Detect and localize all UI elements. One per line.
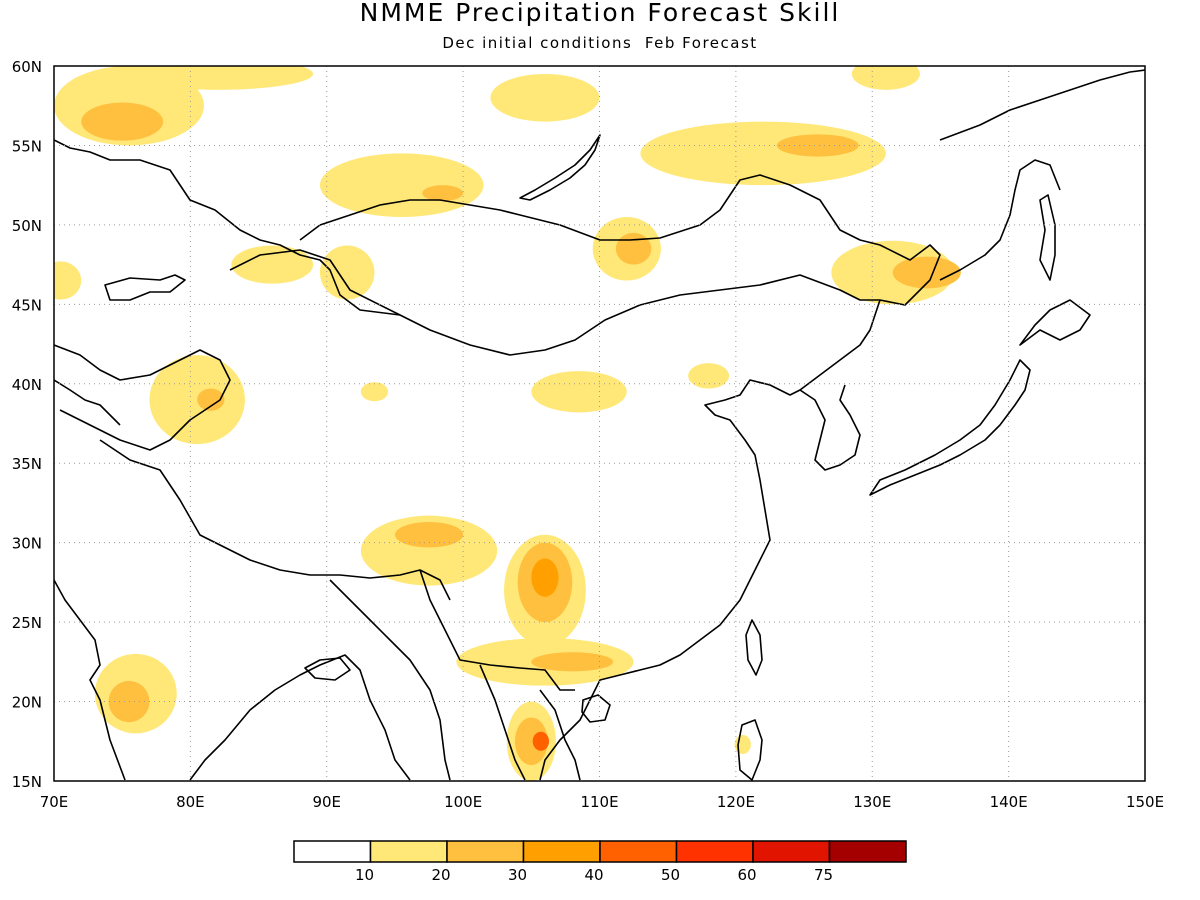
map-subtitle: Dec initial conditions Feb Forecast <box>442 34 758 52</box>
skill-region-33 <box>360 382 389 402</box>
skill-region-27 <box>514 717 548 766</box>
hainan <box>581 694 611 723</box>
lat-tick-label: 25N <box>12 614 42 632</box>
coastline-west <box>54 139 941 356</box>
bangladesh-delta <box>304 657 351 681</box>
lon-tick-label: 150E <box>1126 793 1164 811</box>
colorbar-label: 75 <box>814 866 833 884</box>
skill-region-14 <box>831 240 955 305</box>
colorbar-box <box>599 840 678 863</box>
border-central-asia <box>54 344 231 451</box>
coastline-okhotsk <box>939 69 1145 141</box>
colorbar-label: 60 <box>737 866 756 884</box>
lon-tick-label: 140E <box>990 793 1028 811</box>
skill-region-1 <box>81 102 164 141</box>
coastline-india <box>54 579 126 781</box>
lake-baikal <box>519 134 601 201</box>
skill-region-3 <box>490 73 600 122</box>
border-myanmar <box>329 579 451 781</box>
lon-tick-label: 70E <box>40 793 69 811</box>
skill-region-25 <box>531 652 614 672</box>
coastline-sakhalin <box>1039 194 1056 281</box>
colorbar-box <box>828 840 907 863</box>
skill-region-5 <box>422 185 464 202</box>
lat-tick-label: 35N <box>12 455 42 473</box>
coastline-kuril <box>939 159 1061 281</box>
colorbar-labels: 10 20 30 40 50 60 75 <box>355 866 833 884</box>
border-china-south <box>419 569 575 691</box>
skill-region-13 <box>851 66 920 90</box>
skill-region-15 <box>892 256 961 289</box>
skill-region-9 <box>231 245 314 284</box>
lat-tick-label: 60N <box>12 58 42 76</box>
colorbar-box <box>369 840 448 863</box>
lat-tick-label: 30N <box>12 535 42 553</box>
lon-tick-label: 100E <box>444 793 482 811</box>
japan-hokkaido <box>1019 299 1091 346</box>
border-indochina <box>479 664 581 781</box>
colorbar-box <box>446 840 525 863</box>
colorbar-label: 10 <box>355 866 374 884</box>
colorbar-label: 40 <box>584 866 603 884</box>
luzon <box>737 719 763 781</box>
colorbar-box <box>675 840 754 863</box>
lat-tick-label: 40N <box>12 376 42 394</box>
korean-peninsula <box>799 384 861 471</box>
skill-region-23 <box>531 558 559 597</box>
colorbar-box <box>522 840 601 863</box>
skill-region-2 <box>122 66 314 90</box>
lat-tick-label: 55N <box>12 137 42 155</box>
skill-region-20 <box>394 522 464 548</box>
lon-tick-label: 120E <box>717 793 755 811</box>
skill-region-18 <box>531 371 627 413</box>
graticule <box>54 66 1145 781</box>
coastline-india-east <box>189 654 411 781</box>
taiwan <box>745 619 763 676</box>
lon-tick-label: 110E <box>580 793 618 811</box>
coastline-east-asia <box>539 299 881 781</box>
lon-tick-label: 90E <box>312 793 341 811</box>
lon-tick-label: 80E <box>176 793 205 811</box>
border-mongolia <box>229 249 401 316</box>
coastline-layer <box>54 69 1145 781</box>
lat-tick-label: 15N <box>12 773 42 791</box>
lat-tick-label: 20N <box>12 694 42 712</box>
skill-shading-layer <box>54 66 961 781</box>
caspian-coast <box>54 379 121 426</box>
skill-region-17 <box>197 388 225 411</box>
colorbar-box <box>752 840 831 863</box>
skill-region-32 <box>688 363 730 389</box>
map-title: NMME Precipitation Forecast Skill <box>359 0 841 27</box>
colorbar-label: 20 <box>431 866 450 884</box>
japan-honshu <box>869 359 1031 496</box>
colorbar-box <box>293 840 372 863</box>
lat-tick-label: 50N <box>12 217 42 235</box>
colorbar-boxes <box>293 840 907 863</box>
latitude-tick-labels: 60N 55N 50N 45N 40N 35N 30N 25N 20N 15N <box>12 58 42 791</box>
lon-tick-label: 130E <box>853 793 891 811</box>
map-frame <box>53 65 1146 782</box>
colorbar-label: 30 <box>508 866 527 884</box>
lake-balkhash <box>104 274 186 301</box>
skill-region-28 <box>532 731 550 751</box>
skill-region-19 <box>360 515 498 586</box>
skill-region-12 <box>776 134 859 157</box>
skill-region-6 <box>319 245 375 300</box>
longitude-tick-labels: 70E 80E 90E 100E 110E 120E 130E 140E 150E <box>40 793 1164 811</box>
border-himalaya <box>99 439 451 601</box>
lat-tick-label: 45N <box>12 296 42 314</box>
colorbar-label: 50 <box>661 866 680 884</box>
skill-region-10 <box>54 261 82 300</box>
